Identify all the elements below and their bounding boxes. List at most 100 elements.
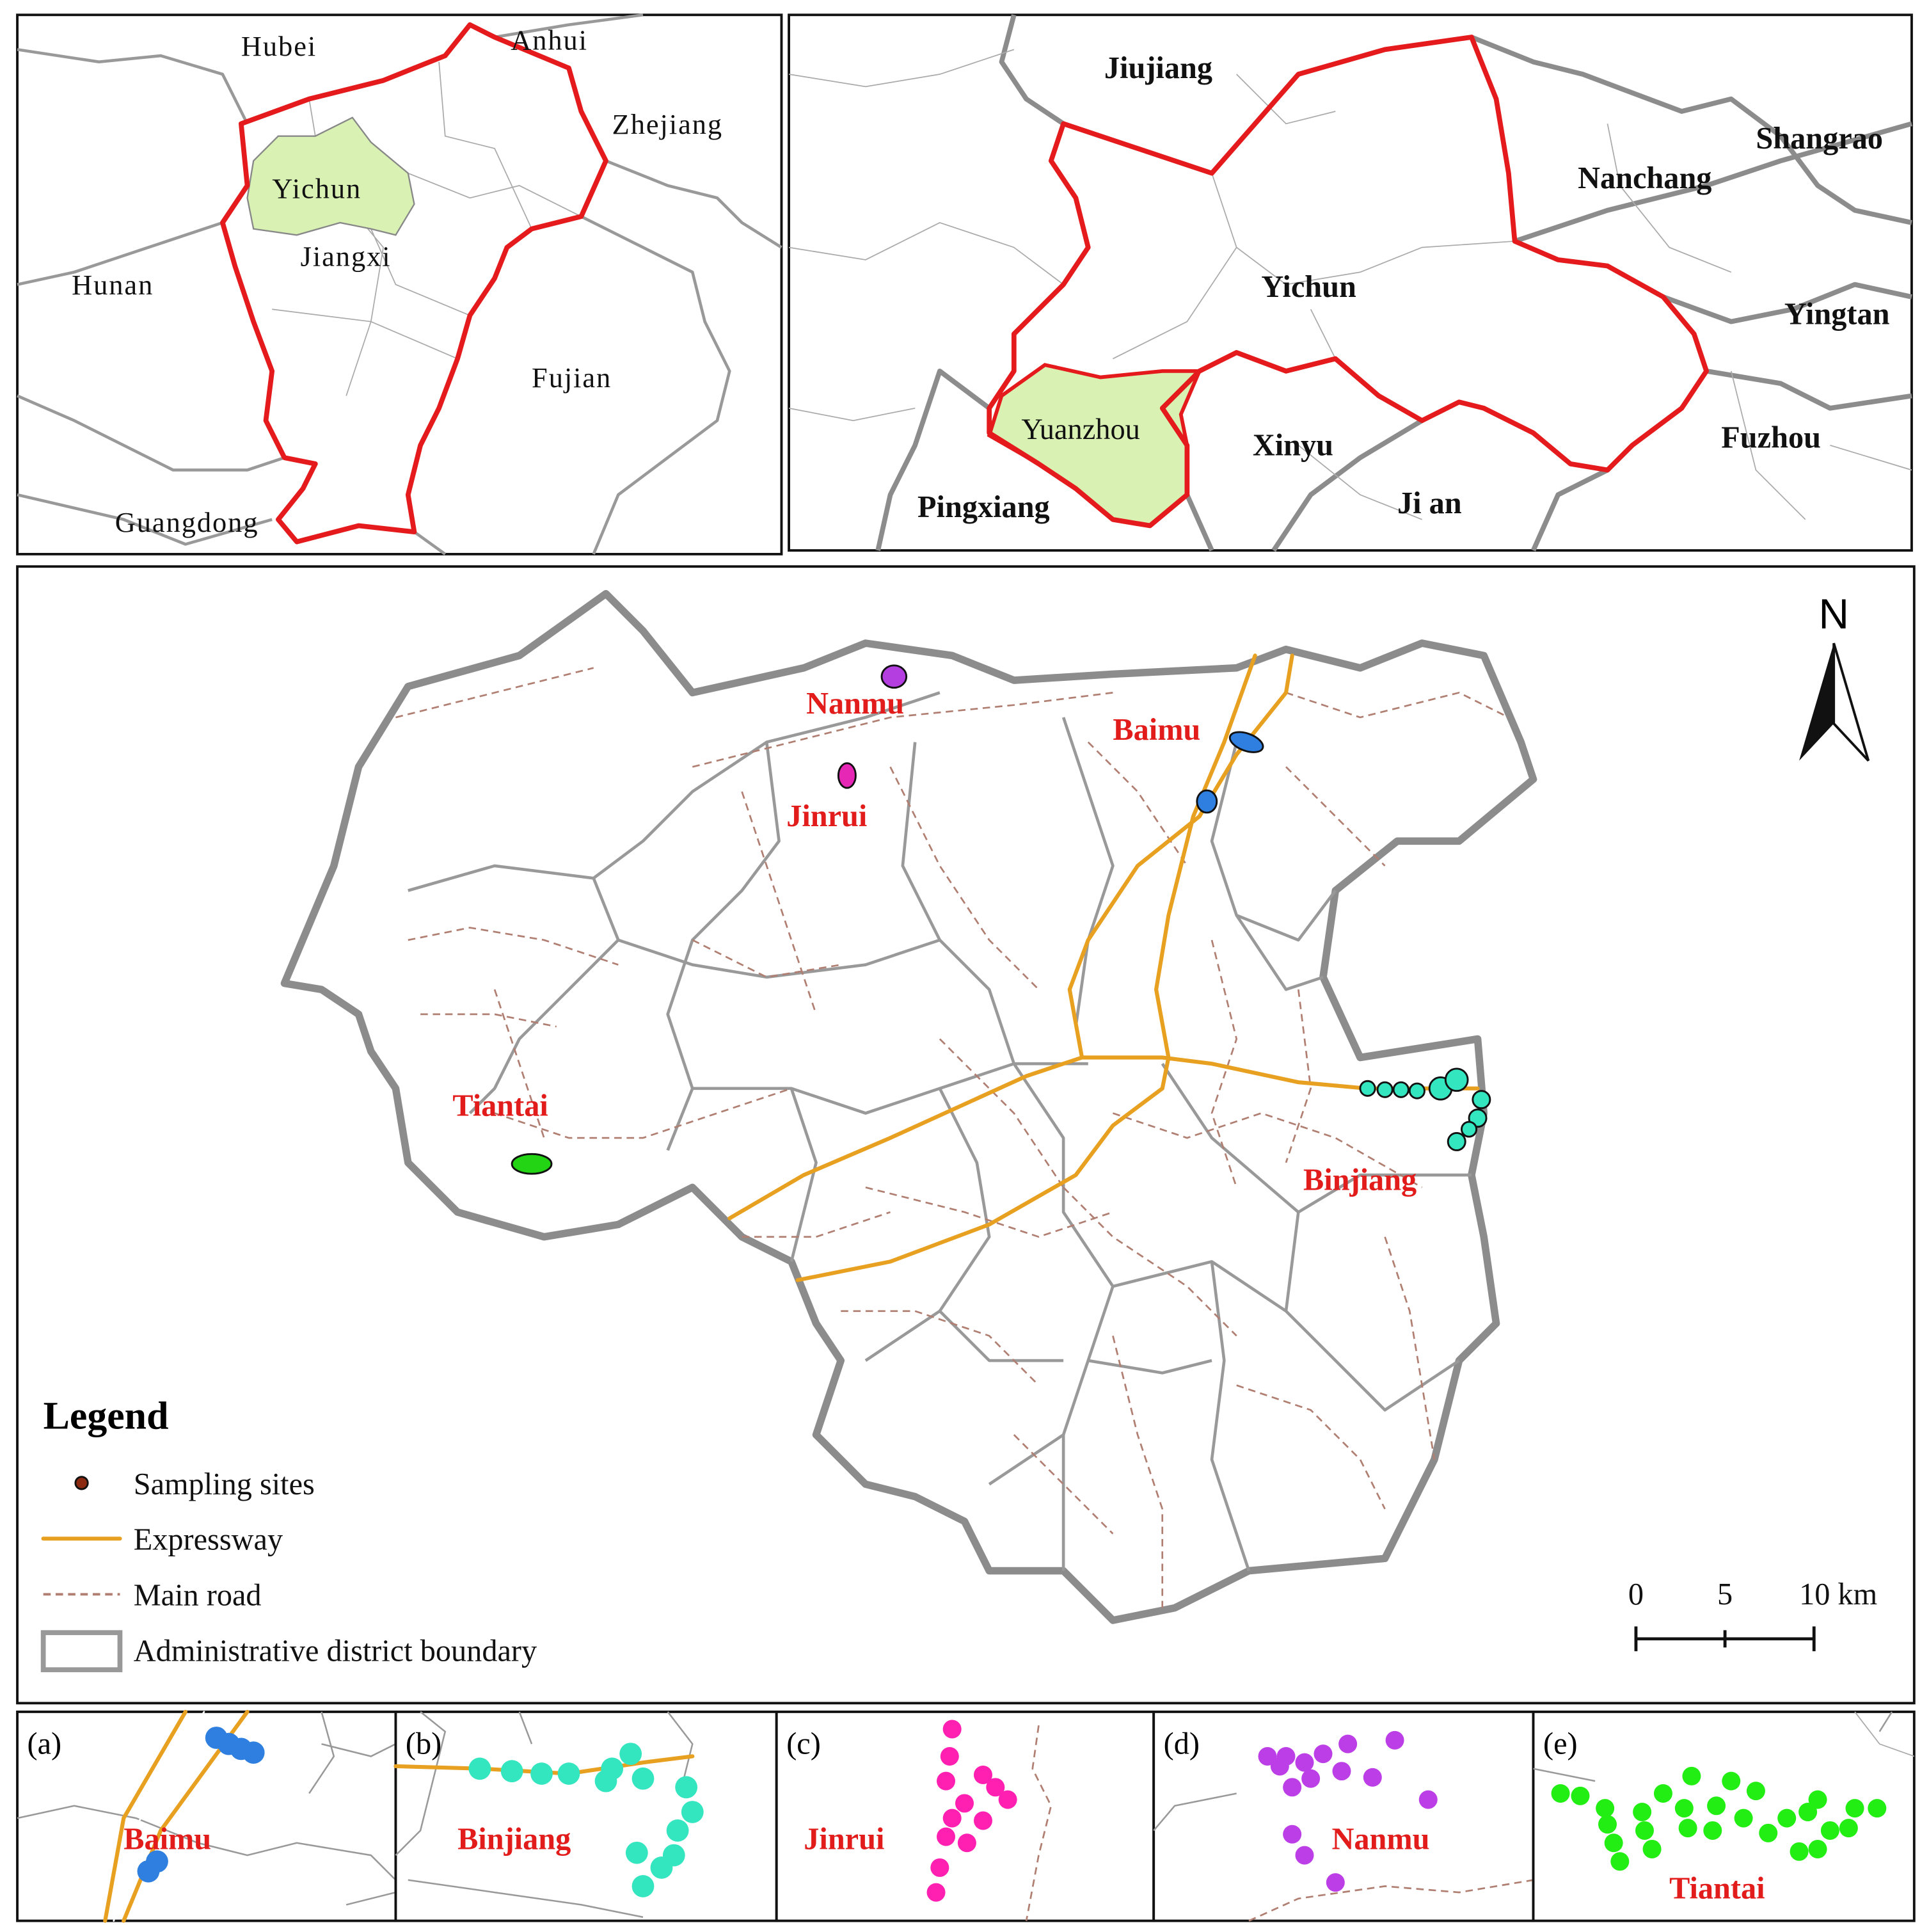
panel-tag: (a) <box>28 1727 62 1761</box>
binjiang-markers <box>1359 1067 1491 1151</box>
frame <box>16 565 1916 1705</box>
sample-point <box>1707 1796 1726 1816</box>
sample-point <box>242 1741 265 1764</box>
sample-points <box>1258 1730 1438 1892</box>
sample-points <box>1551 1766 1887 1871</box>
scale-label: 10 km <box>1799 1577 1877 1611</box>
region-label: Anhui <box>511 24 588 56</box>
city-label: Yingtan <box>1784 297 1890 331</box>
sample-point <box>942 1808 962 1828</box>
sample-point <box>1596 1799 1615 1818</box>
yichun-area <box>246 116 415 236</box>
city-label: Yuanzhou <box>1021 413 1139 446</box>
sample-points <box>468 1743 704 1897</box>
sample-points <box>137 1727 265 1883</box>
sample-point <box>1746 1782 1765 1801</box>
sample-point <box>1314 1744 1333 1764</box>
sample-point <box>986 1778 1005 1797</box>
jiangxi-outline <box>220 22 608 545</box>
sample-point <box>1653 1784 1672 1803</box>
sample-point <box>1418 1790 1438 1809</box>
sample-point <box>675 1776 698 1799</box>
site-label: Tiantai <box>452 1089 548 1122</box>
sample-point <box>650 1856 673 1879</box>
sample-point <box>1598 1815 1617 1834</box>
sample-point <box>631 1767 655 1790</box>
sample-point <box>1295 1753 1314 1772</box>
sample-point <box>973 1811 992 1830</box>
sample-point <box>681 1801 704 1823</box>
site-marker <box>880 664 908 689</box>
sample-point <box>937 1827 956 1846</box>
road <box>1025 1725 1052 1921</box>
site-label: Nanmu <box>1332 1822 1430 1856</box>
site-marker <box>1228 731 1264 753</box>
legend-symbol <box>40 1630 123 1673</box>
sample-point <box>530 1762 553 1785</box>
district-lines <box>1533 1711 1893 1782</box>
detail-panel: (a) Baimu <box>16 1709 397 1923</box>
sample-point <box>1759 1823 1778 1842</box>
legend-item: Main road <box>134 1579 262 1613</box>
sample-point <box>619 1743 642 1766</box>
region-label: Yichun <box>272 172 361 204</box>
north-label: N <box>1818 591 1848 637</box>
scale-label: 0 <box>1628 1577 1644 1611</box>
panel-tag: (d) <box>1164 1727 1200 1761</box>
district-lines <box>17 1711 397 1906</box>
sample-point <box>937 1771 956 1791</box>
city-label: Shangrao <box>1756 122 1883 156</box>
site-label: Jinrui <box>804 1822 884 1856</box>
sample-point <box>1808 1839 1827 1858</box>
sample-point <box>1385 1730 1404 1750</box>
sample-point <box>146 1850 168 1873</box>
sample-point <box>1270 1757 1289 1776</box>
sample-point <box>940 1746 959 1766</box>
sample-point <box>1790 1842 1809 1861</box>
main-map: Nanmu Baimu Jinrui Tiantai Binjiang N Le… <box>16 565 1916 1705</box>
sample-point <box>1283 1778 1302 1797</box>
sample-point <box>1703 1821 1722 1840</box>
sample-point <box>1571 1786 1590 1805</box>
sample-point <box>1839 1819 1858 1838</box>
city-borders <box>875 14 1912 552</box>
sample-point <box>1642 1839 1662 1858</box>
sample-point <box>557 1762 580 1785</box>
frame <box>788 13 1913 552</box>
site-marker <box>1196 789 1218 814</box>
site-marker <box>511 1153 553 1175</box>
frame <box>16 1710 397 1922</box>
frame <box>775 1710 1155 1922</box>
sample-point <box>1798 1802 1818 1821</box>
site-marker <box>837 762 857 789</box>
sample-point <box>942 1720 962 1739</box>
city-inset: Jiujiang Shangrao Nanchang Yichun Yingta… <box>788 13 1913 552</box>
sample-point <box>1734 1808 1753 1828</box>
sample-point <box>468 1757 491 1780</box>
region-label: Zhejiang <box>612 108 723 140</box>
detail-panel: (c) Jinrui <box>775 1710 1155 1922</box>
scale-label: 5 <box>1717 1577 1733 1611</box>
sample-point <box>1604 1833 1623 1853</box>
sample-point <box>1301 1769 1321 1788</box>
sample-point <box>1610 1852 1630 1871</box>
site-label: Binjiang <box>1303 1163 1417 1197</box>
district-lines <box>272 61 582 396</box>
road <box>1248 1879 1534 1922</box>
sample-point <box>1845 1799 1864 1818</box>
sample-point <box>1326 1873 1345 1892</box>
site-label: Baimu <box>1113 713 1200 747</box>
sample-point <box>1633 1802 1652 1821</box>
detail-panels: (a) Baimu (b) Binjiang (c) Jinrui (d) Nanmu (e) T… <box>16 1709 1916 1923</box>
legend-item: Administrative district boundary <box>134 1634 537 1668</box>
sample-point <box>594 1769 617 1792</box>
expressway <box>103 1709 250 1923</box>
region-label: Jiangxi <box>301 241 392 273</box>
panel-tag: (c) <box>786 1727 821 1761</box>
sample-point <box>1868 1799 1887 1818</box>
region-label: Fujian <box>532 362 612 394</box>
site-label: Nanmu <box>806 687 904 721</box>
